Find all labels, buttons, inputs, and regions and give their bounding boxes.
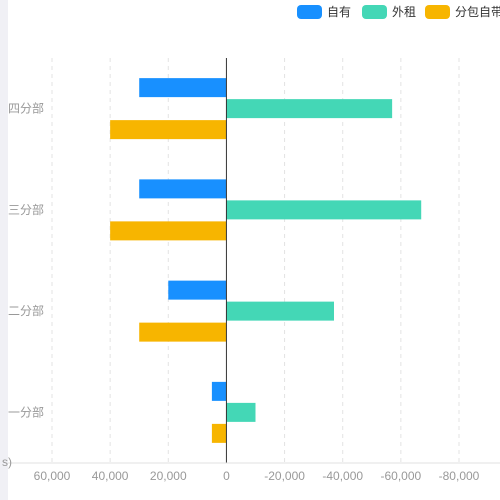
bar-rented[interactable] — [226, 301, 334, 321]
legend-swatch — [362, 5, 387, 19]
legend-item[interactable]: 分包自带 — [425, 5, 500, 19]
left-edge-strip — [0, 0, 8, 500]
bar-rented[interactable] — [226, 200, 422, 220]
x-tick-label: -80,000 — [439, 469, 480, 483]
category-label: 三分部 — [8, 202, 44, 217]
legend-item[interactable]: 自有 — [297, 5, 351, 19]
legend-label: 外租 — [392, 5, 416, 19]
x-tick-label: 20,000 — [150, 469, 187, 483]
x-tick-label: -60,000 — [381, 469, 422, 483]
bar-owned[interactable] — [211, 381, 227, 401]
partial-axis-label: s) — [2, 455, 12, 469]
legend-label: 分包自带 — [455, 5, 500, 19]
category-label: 四分部 — [8, 101, 44, 116]
legend-item[interactable]: 外租 — [362, 5, 416, 19]
bar-rented[interactable] — [226, 99, 393, 119]
bar-subcontract[interactable] — [110, 120, 227, 140]
bar-owned[interactable] — [139, 78, 227, 98]
x-tick-label: -40,000 — [322, 469, 363, 483]
x-tick-label: 60,000 — [34, 469, 71, 483]
legend-label: 自有 — [327, 5, 351, 19]
category-label: 一分部 — [8, 404, 44, 419]
bar-subcontract[interactable] — [211, 423, 227, 443]
x-tick-label: 0 — [223, 469, 230, 483]
grid-lines — [51, 58, 460, 463]
bar-owned[interactable] — [168, 280, 227, 300]
bar-subcontract[interactable] — [110, 221, 227, 241]
legend-swatch — [425, 5, 450, 19]
bar-rented[interactable] — [226, 402, 256, 422]
bar-marks — [110, 78, 422, 443]
bar-owned[interactable] — [139, 179, 227, 199]
category-label: 二分部 — [8, 303, 44, 318]
legend[interactable]: 自有 外租 分包自带 — [297, 5, 500, 19]
legend-swatch — [297, 5, 322, 19]
category-labels: 一分部 二分部 三分部 四分部 — [8, 101, 44, 420]
x-tick-labels: 60,000 40,000 20,000 0 -20,000 -40,000 -60,000… — [34, 469, 480, 483]
x-tick-label: -20,000 — [264, 469, 305, 483]
x-tick-label: 40,000 — [92, 469, 129, 483]
bar-subcontract[interactable] — [139, 322, 227, 342]
